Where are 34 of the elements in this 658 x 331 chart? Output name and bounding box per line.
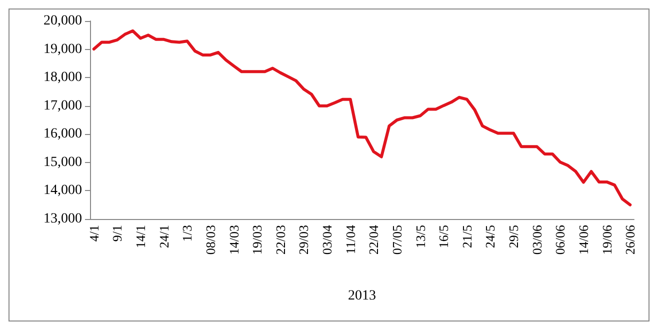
y-tick-label: 13,000 xyxy=(44,212,82,226)
x-tick-label: 16/5 xyxy=(436,225,452,248)
x-tick-label: 22/03 xyxy=(272,225,288,255)
x-tick-label: 19/03 xyxy=(250,225,265,255)
x-tick-label: 03/04 xyxy=(320,224,335,255)
x-tick-label: 22/04 xyxy=(366,224,382,255)
y-tick-label: 18,000 xyxy=(44,70,82,86)
x-tick-label: 26/06 xyxy=(622,224,638,255)
x-tick-label: 29/03 xyxy=(296,225,312,255)
x-tick-label: 24/5 xyxy=(482,225,498,248)
y-tick-label: 20,000 xyxy=(44,14,82,28)
x-tick-label: 1/3 xyxy=(180,225,195,242)
x-tick-label: 14/06 xyxy=(576,224,591,255)
x-tick-label: 14/03 xyxy=(226,225,242,255)
y-tick-label: 17,000 xyxy=(44,98,82,114)
y-tick-label: 14,000 xyxy=(44,183,82,198)
x-tick-label: 24/1 xyxy=(156,225,172,248)
x-tick-label: 4/1 xyxy=(86,225,102,242)
x-tick-label: 03/06 xyxy=(529,224,544,255)
x-tick-label: 9/1 xyxy=(110,225,125,242)
y-tick-label: 19,000 xyxy=(44,42,82,57)
x-tick-label: 06/06 xyxy=(552,224,568,255)
x-tick-label: 08/03 xyxy=(202,225,218,255)
x-tick-label: 19/06 xyxy=(599,224,614,255)
x-tick-label: 13/5 xyxy=(412,225,428,248)
y-tick-label: 16,000 xyxy=(44,126,82,142)
x-tick-label: 29/5 xyxy=(506,225,522,248)
x-tick-label: 14/1 xyxy=(133,225,148,248)
line-series xyxy=(92,29,632,206)
x-tick-label: 07/05 xyxy=(389,225,404,255)
x-tick-label: 11/04 xyxy=(342,224,358,254)
x-axis-title: 2013 xyxy=(348,288,376,304)
y-tick-label: 15,000 xyxy=(44,154,82,170)
x-tick-label: 21/5 xyxy=(459,225,474,248)
